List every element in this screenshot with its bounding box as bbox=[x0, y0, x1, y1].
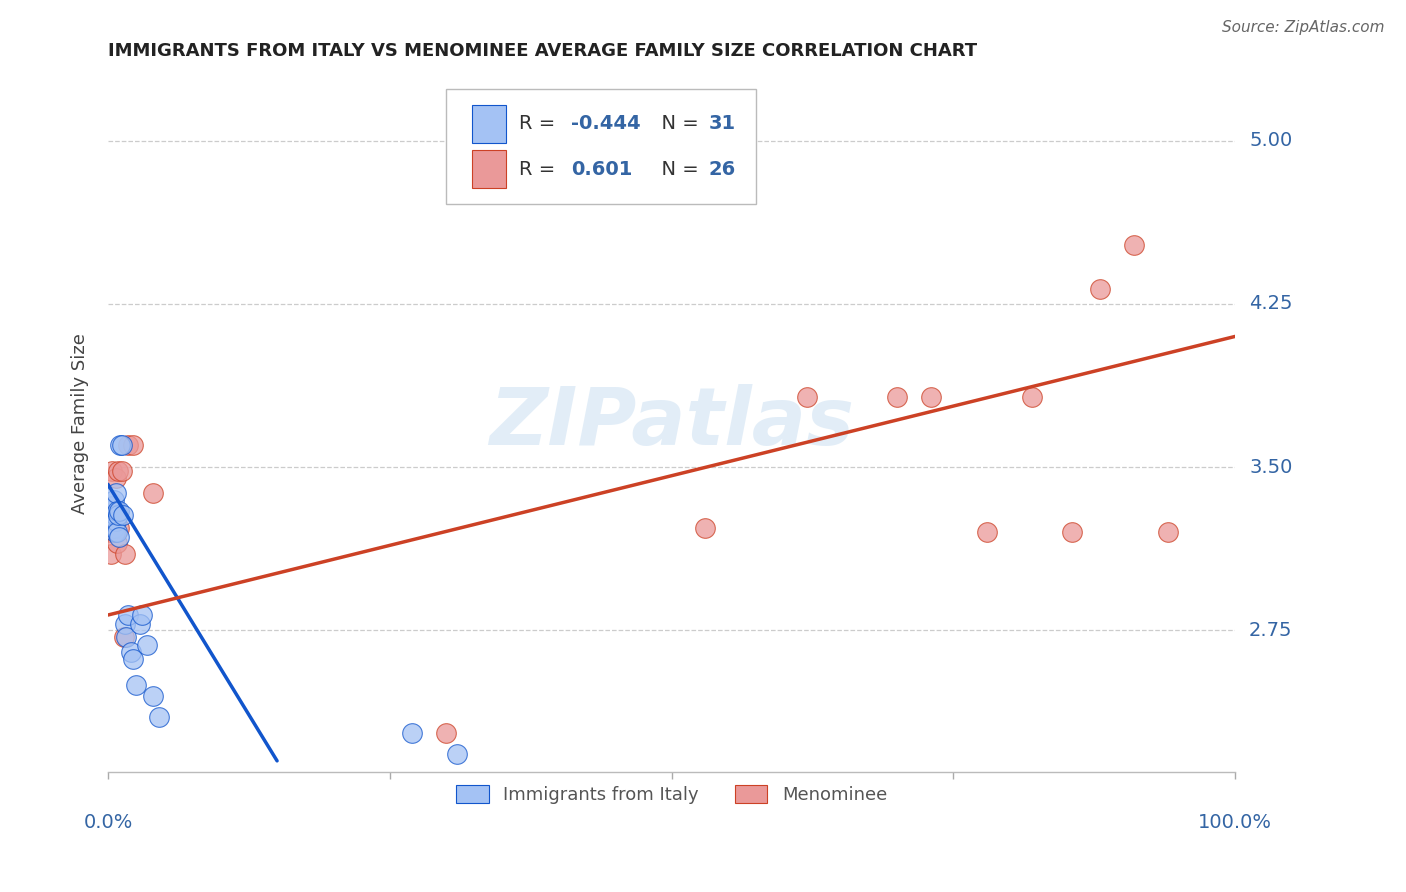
Point bbox=[114, 616, 136, 631]
Text: 26: 26 bbox=[709, 160, 735, 178]
Point bbox=[115, 630, 138, 644]
Point bbox=[131, 607, 153, 622]
Bar bbox=[472, 150, 506, 188]
Point bbox=[1060, 525, 1083, 540]
Point bbox=[1156, 525, 1178, 540]
Bar bbox=[472, 104, 506, 143]
Y-axis label: Average Family Size: Average Family Size bbox=[72, 333, 89, 514]
Point bbox=[1088, 281, 1111, 295]
Point bbox=[125, 678, 148, 692]
Point bbox=[112, 630, 135, 644]
Point bbox=[108, 521, 131, 535]
Point bbox=[110, 438, 132, 452]
Point bbox=[103, 521, 125, 535]
Point bbox=[104, 515, 127, 529]
Point bbox=[120, 645, 142, 659]
Point bbox=[98, 515, 121, 529]
Point bbox=[103, 492, 125, 507]
Point bbox=[100, 508, 122, 522]
Point bbox=[110, 438, 132, 452]
Point bbox=[886, 390, 908, 404]
Point bbox=[107, 508, 129, 522]
Text: -0.444: -0.444 bbox=[571, 114, 641, 134]
Point bbox=[105, 536, 128, 550]
Point bbox=[104, 486, 127, 500]
Point bbox=[1021, 390, 1043, 404]
Point bbox=[104, 471, 127, 485]
Text: ZIPatlas: ZIPatlas bbox=[489, 384, 853, 462]
Point bbox=[920, 390, 942, 404]
Point bbox=[107, 464, 129, 478]
Point bbox=[128, 616, 150, 631]
Point bbox=[101, 464, 124, 478]
Point bbox=[100, 547, 122, 561]
Text: 4.25: 4.25 bbox=[1249, 294, 1292, 313]
Point bbox=[401, 725, 423, 739]
Point bbox=[103, 503, 125, 517]
Point bbox=[796, 390, 818, 404]
Point bbox=[121, 651, 143, 665]
Text: 2.75: 2.75 bbox=[1249, 621, 1292, 640]
Point bbox=[98, 525, 121, 540]
Text: Source: ZipAtlas.com: Source: ZipAtlas.com bbox=[1222, 20, 1385, 35]
Text: R =: R = bbox=[519, 160, 562, 178]
Text: N =: N = bbox=[650, 160, 704, 178]
Point bbox=[695, 521, 717, 535]
Text: 0.601: 0.601 bbox=[571, 160, 633, 178]
Point bbox=[1122, 238, 1144, 252]
Point bbox=[117, 438, 139, 452]
Point bbox=[101, 499, 124, 513]
Text: 31: 31 bbox=[709, 114, 735, 134]
Point bbox=[104, 508, 127, 522]
Legend: Immigrants from Italy, Menominee: Immigrants from Italy, Menominee bbox=[449, 778, 894, 812]
FancyBboxPatch shape bbox=[446, 89, 756, 204]
Text: 5.00: 5.00 bbox=[1249, 131, 1292, 150]
Point bbox=[142, 486, 165, 500]
Point bbox=[105, 503, 128, 517]
Point bbox=[110, 464, 132, 478]
Point bbox=[142, 689, 165, 703]
Point bbox=[111, 508, 134, 522]
Point bbox=[98, 503, 121, 517]
Point bbox=[117, 607, 139, 622]
Text: 0.0%: 0.0% bbox=[83, 814, 132, 832]
Point bbox=[108, 503, 131, 517]
Text: R =: R = bbox=[519, 114, 562, 134]
Point bbox=[446, 747, 468, 762]
Point bbox=[434, 725, 457, 739]
Text: IMMIGRANTS FROM ITALY VS MENOMINEE AVERAGE FAMILY SIZE CORRELATION CHART: IMMIGRANTS FROM ITALY VS MENOMINEE AVERA… bbox=[108, 42, 977, 60]
Point bbox=[114, 547, 136, 561]
Text: 100.0%: 100.0% bbox=[1198, 814, 1272, 832]
Point bbox=[976, 525, 998, 540]
Point bbox=[108, 530, 131, 544]
Point bbox=[148, 710, 170, 724]
Point bbox=[105, 525, 128, 540]
Text: 3.50: 3.50 bbox=[1249, 458, 1292, 476]
Point bbox=[104, 525, 127, 540]
Text: N =: N = bbox=[650, 114, 704, 134]
Point bbox=[104, 525, 127, 540]
Point bbox=[136, 639, 159, 653]
Point bbox=[121, 438, 143, 452]
